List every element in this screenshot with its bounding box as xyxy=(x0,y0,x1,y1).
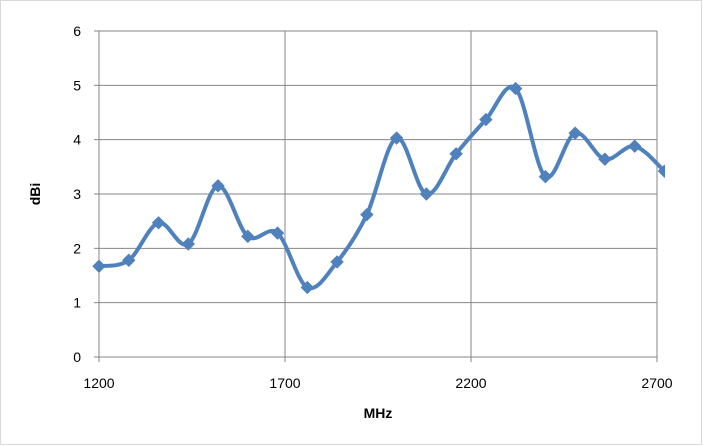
x-tick-label: 2700 xyxy=(641,375,672,391)
series-line xyxy=(97,84,665,291)
data-point-marker xyxy=(360,207,374,222)
data-point-marker xyxy=(568,126,582,140)
y-tick-label: 1 xyxy=(73,295,81,311)
axes xyxy=(94,30,658,362)
series-group xyxy=(92,81,665,295)
y-tick-label: 2 xyxy=(73,240,81,256)
x-axis-title: MHz xyxy=(364,405,393,421)
x-tick-label: 1700 xyxy=(269,375,300,391)
data-point-marker xyxy=(627,139,642,153)
y-tick-label: 3 xyxy=(73,186,81,202)
data-point-marker xyxy=(419,187,434,201)
data-point-marker xyxy=(657,164,665,178)
data-point-marker xyxy=(330,255,344,269)
data-point-marker xyxy=(241,229,255,244)
data-point-marker xyxy=(211,179,225,193)
x-tick-label: 2200 xyxy=(455,375,486,391)
y-axis-title: dBi xyxy=(27,183,43,206)
data-point-marker xyxy=(479,112,493,127)
series-line-group xyxy=(92,81,665,295)
data-point-marker xyxy=(508,81,523,96)
data-point-marker xyxy=(300,280,315,295)
data-point-marker xyxy=(449,147,463,161)
data-point-marker xyxy=(92,259,106,273)
data-point-marker xyxy=(598,152,612,166)
y-tick-label: 6 xyxy=(73,23,81,39)
data-point-marker xyxy=(181,237,195,251)
data-point-marker xyxy=(270,226,285,240)
y-tick-label: 4 xyxy=(73,132,81,148)
data-point-marker xyxy=(389,131,404,145)
data-point-marker xyxy=(538,169,553,184)
x-tick-labels: 1200 1700 2200 2700 xyxy=(83,375,672,391)
x-tick-label: 1200 xyxy=(83,375,114,391)
y-tick-label: 0 xyxy=(73,349,81,365)
data-point-marker xyxy=(151,216,166,230)
grid-lines xyxy=(99,30,658,357)
data-point-marker xyxy=(122,253,136,267)
y-tick-labels: 0 1 2 3 4 5 6 xyxy=(73,23,81,365)
y-tick-label: 5 xyxy=(73,77,81,93)
